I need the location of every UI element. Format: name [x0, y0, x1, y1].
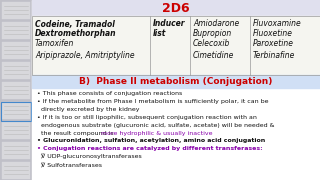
Text: • If it is too or still lipophilic, subsequent conjugation reaction with an: • If it is too or still lipophilic, subs… [37, 115, 257, 120]
Bar [2, 162, 30, 179]
Text: Inducer: Inducer [153, 19, 186, 28]
Bar [1, 102, 31, 121]
Bar [32, 16, 320, 75]
Text: Fluoxetine: Fluoxetine [253, 30, 293, 39]
Text: Cimetidine: Cimetidine [193, 51, 234, 60]
Text: Dextromethorphan: Dextromethorphan [35, 30, 116, 39]
Text: Amiodarone: Amiodarone [193, 19, 239, 28]
Bar [2, 2, 30, 19]
Text: • This phase consists of conjugation reactions: • This phase consists of conjugation rea… [37, 91, 182, 96]
Text: endogenous substrate (glucuronic acid, sulfate, acetate) will be needed &: endogenous substrate (glucuronic acid, s… [37, 123, 275, 128]
Text: ℣ UDP-glucuronosyltransferases: ℣ UDP-glucuronosyltransferases [37, 153, 142, 159]
Bar [2, 42, 30, 59]
Text: Bupropion: Bupropion [193, 30, 232, 39]
Bar [0, 0, 32, 180]
Bar [2, 62, 30, 79]
Text: Celecoxib: Celecoxib [193, 39, 230, 48]
Text: Aripiprazole, Amitriptyline: Aripiprazole, Amitriptyline [35, 51, 135, 60]
Text: Fluvoxamine: Fluvoxamine [253, 19, 302, 28]
Text: more hydrophilic & usually inactive: more hydrophilic & usually inactive [101, 130, 212, 136]
Bar [2, 82, 30, 99]
Bar [2, 102, 30, 119]
Text: Terbinafine: Terbinafine [253, 51, 295, 60]
Text: ℣ Sulfotransferases: ℣ Sulfotransferases [37, 161, 102, 167]
Text: • If the metabolite from Phase I metabolism is sufficiently polar, it can be: • If the metabolite from Phase I metabol… [37, 99, 268, 104]
Bar [32, 16, 320, 75]
Bar [2, 122, 30, 139]
Text: directly excreted by the kidney: directly excreted by the kidney [37, 107, 140, 112]
Bar [2, 22, 30, 39]
Bar [32, 75, 320, 88]
Text: B)  Phase II metabolism (Conjugation): B) Phase II metabolism (Conjugation) [79, 77, 273, 86]
Text: Codeine, Tramadol: Codeine, Tramadol [35, 19, 115, 28]
Bar [2, 142, 30, 159]
Bar [32, 0, 320, 16]
Text: • Conjugation reactions are catalyzed by different transferases:: • Conjugation reactions are catalyzed by… [37, 146, 263, 151]
Text: the result compound is: the result compound is [37, 130, 116, 136]
Text: • Glucuronidation, sulfation, acetylation, amino acid conjugation: • Glucuronidation, sulfation, acetylatio… [37, 138, 265, 143]
Text: Paroxetine: Paroxetine [253, 39, 294, 48]
Text: 2D6: 2D6 [162, 1, 190, 15]
Text: list: list [153, 30, 166, 39]
Text: Tamoxifen: Tamoxifen [35, 39, 74, 48]
